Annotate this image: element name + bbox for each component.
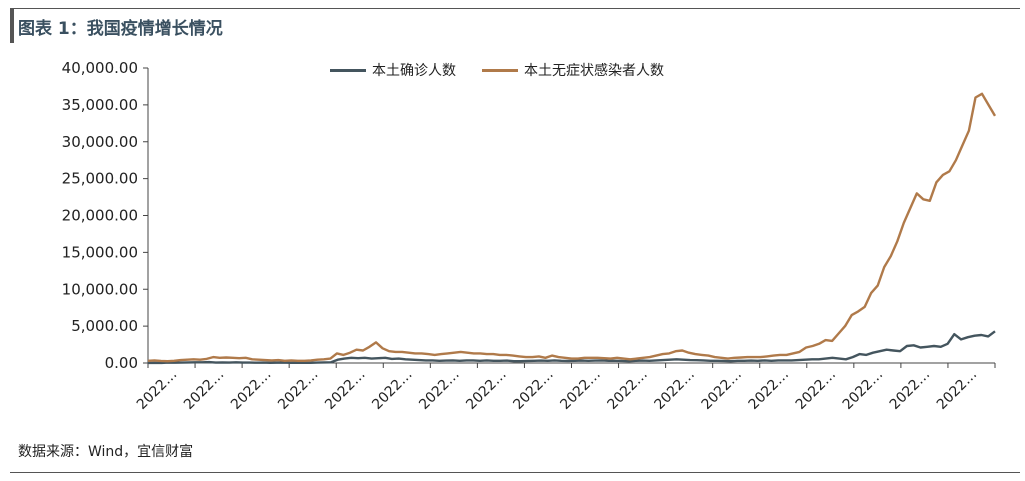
x-tick-label: 2022… — [228, 367, 274, 413]
data-source-note: 数据来源：Wind，宜信财富 — [18, 444, 194, 460]
series-line-confirmed — [147, 330, 996, 365]
legend-item-asymptomatic: 本土无症状感染者人数 — [482, 60, 664, 80]
x-tick-label: 2022… — [275, 367, 321, 413]
x-tick-label: 2022… — [604, 367, 650, 413]
legend-label-asymptomatic: 本土无症状感染者人数 — [524, 63, 664, 79]
series-line-asymptomatic — [147, 92, 997, 363]
y-tick-label: 5,000.00 — [71, 317, 138, 335]
y-tick-label: 15,000.00 — [62, 243, 138, 261]
legend-swatch-confirmed — [330, 68, 366, 72]
legend-label-confirmed: 本土确诊人数 — [372, 63, 456, 79]
figure-bottom-border — [10, 472, 1020, 473]
x-tick-label: 2022… — [322, 367, 368, 413]
y-tick-label: 20,000.00 — [62, 207, 138, 225]
x-tick-label: 2022… — [793, 367, 839, 413]
x-tick-label: 2022… — [887, 367, 933, 413]
figure-top-border — [10, 8, 1020, 9]
y-tick-label: 0.00 — [105, 354, 138, 372]
y-tick-label: 25,000.00 — [62, 170, 138, 188]
x-tick-label: 2022… — [181, 367, 227, 413]
x-tick-label: 2022… — [699, 367, 745, 413]
y-tick-label: 35,000.00 — [62, 96, 138, 114]
title-accent-bar — [10, 9, 14, 43]
x-tick-label: 2022… — [746, 367, 792, 413]
x-tick-label: 2022… — [510, 367, 556, 413]
y-tick-label: 10,000.00 — [62, 280, 138, 298]
y-tick-label: 30,000.00 — [62, 133, 138, 151]
x-tick-label: 2022… — [369, 367, 415, 413]
legend-item-confirmed: 本土确诊人数 — [330, 60, 456, 80]
y-tick-label: 40,000.00 — [62, 59, 138, 77]
chart-legend: 本土确诊人数 本土无症状感染者人数 — [330, 60, 690, 80]
x-tick-label: 2022… — [416, 367, 462, 413]
x-tick-label: 2022… — [463, 367, 509, 413]
x-tick-label: 2022… — [557, 367, 603, 413]
legend-swatch-asymptomatic — [482, 68, 518, 72]
x-tick-label: 2022… — [134, 367, 180, 413]
x-tick-label: 2022… — [652, 367, 698, 413]
figure-title: 图表 1：我国疫情增长情况 — [18, 19, 223, 39]
x-tick-label: 2022… — [840, 367, 886, 413]
x-tick-label: 2022… — [934, 367, 980, 413]
